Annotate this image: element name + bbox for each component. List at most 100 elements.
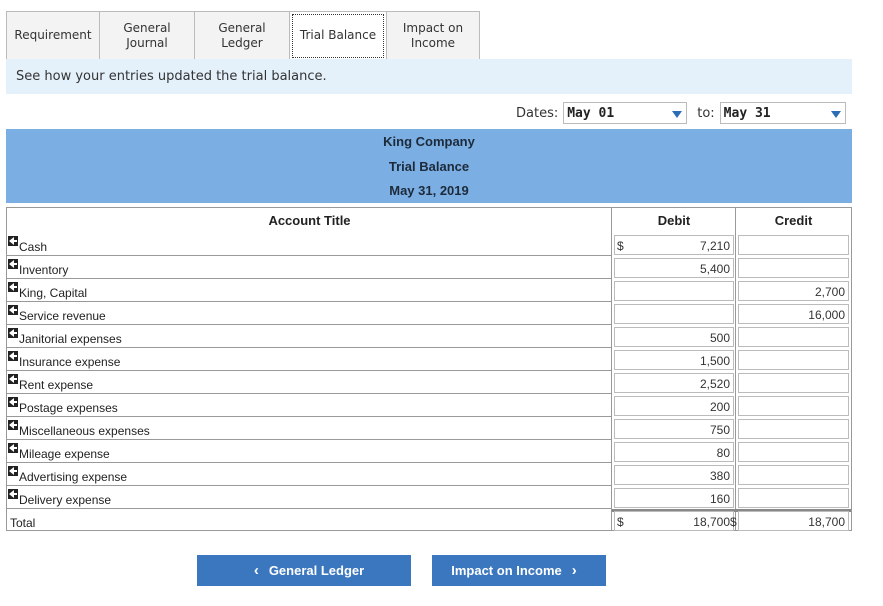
credit-cell xyxy=(736,417,851,440)
account-cell: Postage expenses xyxy=(7,394,612,417)
total-row: Total $ 18,700 $ 18,700 xyxy=(7,509,851,532)
tab-requirement[interactable]: Requirement xyxy=(6,11,100,59)
date-from-select[interactable]: May 01 xyxy=(563,102,688,124)
tab-label: General Ledger xyxy=(218,20,266,50)
back-arrow-icon[interactable] xyxy=(8,259,18,269)
total-rule xyxy=(612,509,851,512)
credit-box xyxy=(738,235,849,255)
row-rule xyxy=(7,416,612,417)
credit-header: Credit xyxy=(774,213,813,228)
back-arrow-icon[interactable] xyxy=(8,443,18,453)
report-title: Trial Balance xyxy=(388,159,470,174)
table-row: Service revenue 16,000 xyxy=(7,302,851,325)
instruction-bar: See how your entries updated the trial b… xyxy=(6,59,852,94)
debit-cell: 200 xyxy=(612,394,736,417)
account-name: Advertising expense xyxy=(19,470,128,484)
back-arrow-icon[interactable] xyxy=(8,489,18,499)
table-row: Inventory 5,400 xyxy=(7,256,851,279)
account-name: King, Capital xyxy=(19,286,88,300)
debit-value: 380 xyxy=(709,469,730,483)
credit-box xyxy=(738,442,849,462)
next-impact-on-income-button[interactable]: Impact on Income › xyxy=(432,555,606,586)
back-arrow-icon[interactable] xyxy=(8,282,18,292)
credit-cell xyxy=(736,371,851,394)
credit-cell xyxy=(736,348,851,371)
debit-box xyxy=(614,304,734,324)
tab-general-journal[interactable]: General Journal xyxy=(99,11,195,59)
table-row: Cash $7,210 xyxy=(7,233,851,256)
total-label-cell: Total xyxy=(7,509,612,532)
date-to-select[interactable]: May 31 xyxy=(719,102,846,124)
account-name: Cash xyxy=(19,240,48,254)
row-rule xyxy=(7,485,612,486)
account-cell: Advertising expense xyxy=(7,463,612,486)
row-rule xyxy=(7,347,612,348)
account-name: Miscellaneous expenses xyxy=(19,424,150,438)
back-arrow-icon[interactable] xyxy=(8,305,18,315)
debit-cell: 1,500 xyxy=(612,348,736,371)
account-name: Insurance expense xyxy=(19,355,121,369)
debit-value: 5,400 xyxy=(699,262,730,276)
dates-to-label: to: xyxy=(697,105,715,121)
debit-value: 7,210 xyxy=(699,239,730,253)
debit-box xyxy=(614,258,734,278)
chevron-left-icon: ‹ xyxy=(253,562,259,579)
back-arrow-icon[interactable] xyxy=(8,397,18,407)
account-cell: Rent expense xyxy=(7,371,612,394)
debit-value: 500 xyxy=(709,331,730,345)
debit-value: 750 xyxy=(709,423,730,437)
row-rule xyxy=(7,278,612,279)
debit-value: 200 xyxy=(709,400,730,414)
credit-cell xyxy=(736,256,851,279)
credit-cell xyxy=(736,440,851,463)
debit-box xyxy=(614,373,734,393)
total-label: Total xyxy=(10,516,36,530)
total-debit-box xyxy=(614,511,734,531)
credit-box xyxy=(738,258,849,278)
back-arrow-icon[interactable] xyxy=(8,466,18,476)
prev-general-ledger-button[interactable]: ‹ General Ledger xyxy=(197,555,411,586)
debit-box xyxy=(614,419,734,439)
debit-dollar: $ xyxy=(617,239,624,253)
debit-box xyxy=(614,281,734,301)
credit-cell xyxy=(736,394,851,417)
table-row: Insurance expense 1,500 xyxy=(7,348,851,371)
prev-button-label: General Ledger xyxy=(268,563,365,578)
debit-box xyxy=(614,442,734,462)
back-arrow-icon[interactable] xyxy=(8,351,18,361)
debit-header: Debit xyxy=(657,213,691,228)
tab-general-ledger[interactable]: General Ledger xyxy=(194,11,290,59)
debit-value: 2,520 xyxy=(699,377,730,391)
tab-trial-balance[interactable]: Trial Balance xyxy=(289,11,387,59)
credit-box xyxy=(738,465,849,485)
next-button-label: Impact on Income xyxy=(451,563,562,578)
back-arrow-icon[interactable] xyxy=(8,374,18,384)
account-cell: Mileage expense xyxy=(7,440,612,463)
back-arrow-icon[interactable] xyxy=(8,328,18,338)
account-name: Janitorial expenses xyxy=(19,332,122,346)
debit-cell: $7,210 xyxy=(612,233,736,256)
table-row: Delivery expense 160 xyxy=(7,486,851,509)
credit-cell xyxy=(736,233,851,256)
account-cell: Delivery expense xyxy=(7,486,612,509)
account-cell: Inventory xyxy=(7,256,612,279)
credit-box xyxy=(738,373,849,393)
account-cell: King, Capital xyxy=(7,279,612,302)
credit-cell xyxy=(736,463,851,486)
table-row: Rent expense 2,520 xyxy=(7,371,851,394)
row-rule xyxy=(7,462,612,463)
back-arrow-icon[interactable] xyxy=(8,236,18,246)
total-debit-value: 18,700 xyxy=(693,515,730,529)
table-row: Janitorial expenses 500 xyxy=(7,325,851,348)
total-credit-dollar: $ xyxy=(730,515,737,529)
row-rule xyxy=(7,301,612,302)
trial-balance-table: Account Title Debit Credit Cash $7,210 Inv… xyxy=(6,207,852,531)
account-name: Mileage expense xyxy=(19,447,110,461)
back-arrow-icon[interactable] xyxy=(8,420,18,430)
debit-cell: 500 xyxy=(612,325,736,348)
column-divider xyxy=(735,208,736,530)
table-row: Postage expenses 200 xyxy=(7,394,851,417)
debit-box xyxy=(614,488,734,508)
tab-impact-on-income[interactable]: Impact on Income xyxy=(386,11,480,59)
total-credit-value: 18,700 xyxy=(808,515,845,529)
